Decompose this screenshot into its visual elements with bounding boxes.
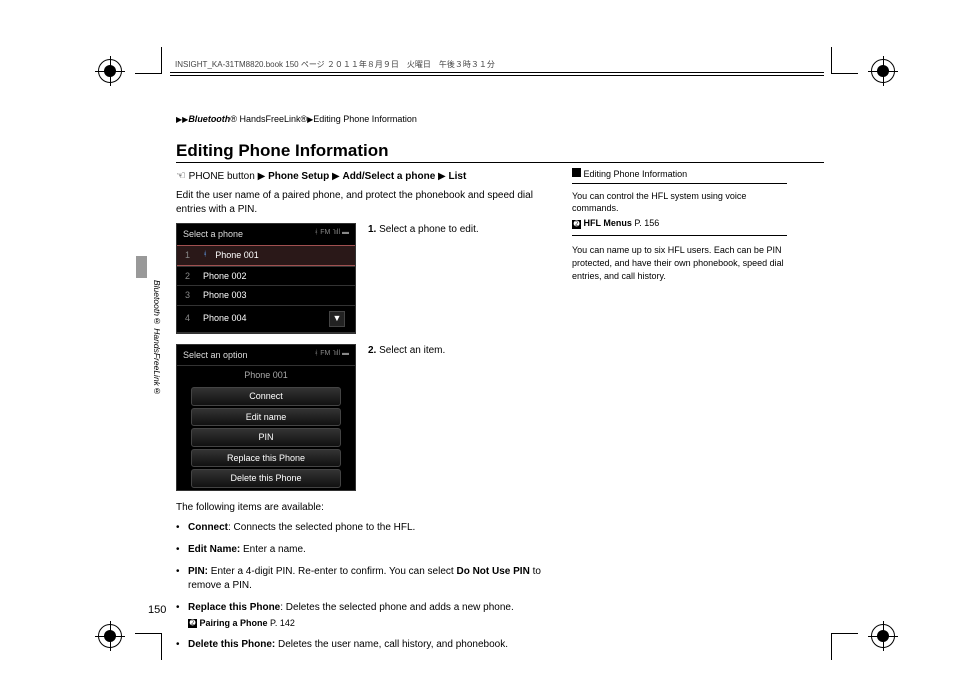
info-icon: ≫ [572, 168, 581, 177]
crop-mark [95, 621, 125, 651]
crop-mark [868, 56, 898, 86]
step-2: 2. Select an item. [368, 344, 445, 358]
item-connect: Connect: Connects the selected phone to … [176, 521, 556, 535]
item-edit: Edit Name: Enter a name. [176, 543, 556, 557]
sidebar: ≫ Editing Phone Information You can cont… [572, 168, 787, 282]
item-delete: Delete this Phone: Deletes the user name… [176, 638, 556, 652]
side-section-label: Bluetooth® HandsFreeLink® [152, 280, 162, 396]
page-title: Editing Phone Information [176, 141, 388, 161]
header-meta: INSIGHT_KA-31TM8820.book 150 ページ ２０１１年８月… [175, 59, 495, 70]
screenshot-select-option: Select an optionᚼ FM ˥ıll ▬ Phone 001 Co… [176, 344, 356, 491]
crop-mark [95, 56, 125, 86]
step-1: 1. Select a phone to edit. [368, 223, 479, 237]
item-pin: PIN: Enter a 4-digit PIN. Re-enter to co… [176, 565, 556, 593]
header-rule [170, 72, 824, 76]
nav-path: ☜ PHONE button ▶ Phone Setup ▶ Add/Selec… [176, 169, 556, 184]
breadcrumb: ▶▶Bluetooth® HandsFreeLink®▶Editing Phon… [176, 114, 417, 124]
title-rule [176, 162, 824, 163]
page-number: 150 [148, 604, 166, 616]
tab-marker [136, 256, 147, 278]
item-replace: Replace this Phone: Deletes the selected… [176, 601, 556, 630]
screenshot-select-phone: Select a phoneᚼ FM ˥ıll ▬ 1ᚼPhone 001 2P… [176, 223, 356, 333]
crop-mark [868, 621, 898, 651]
intro-text: Edit the user name of a paired phone, an… [176, 189, 556, 217]
available-label: The following items are available: [176, 501, 556, 515]
